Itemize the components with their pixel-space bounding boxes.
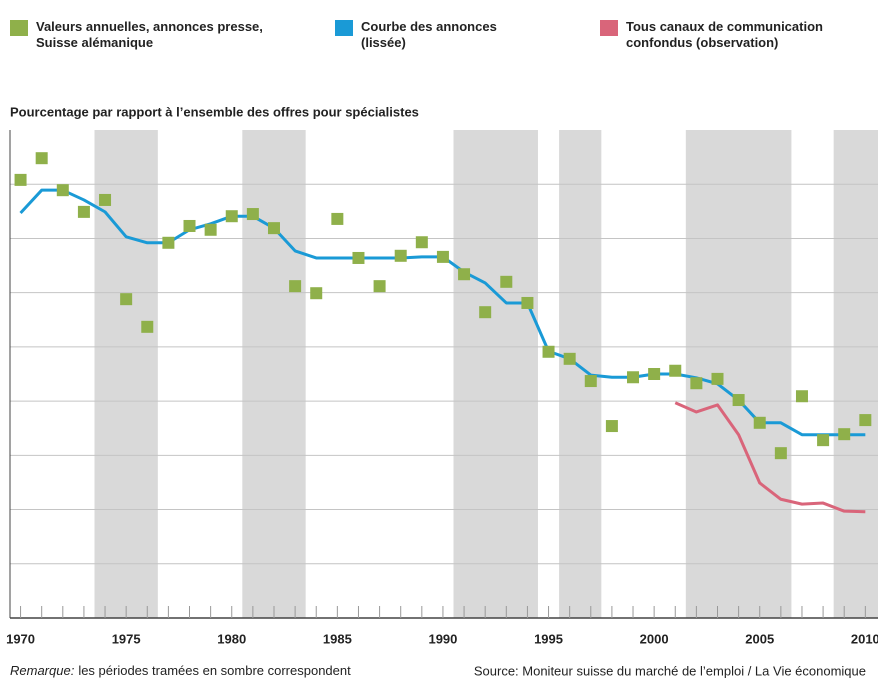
shaded-period [453,130,538,618]
scatter-point [352,251,365,264]
x-tick-label: 1980 [217,631,246,646]
x-tick-label: 2005 [745,631,774,646]
x-tick-label: 2000 [640,631,669,646]
source: Source: Moniteur suisse du marché de l’e… [474,663,866,678]
scatter-point [331,212,344,225]
x-tick-label: 1975 [112,631,141,646]
scatter-point [711,372,724,385]
scatter-point [436,250,449,263]
scatter-point [479,306,492,319]
shaded-period [685,130,792,618]
note: Remarque: les périodes tramées en sombre … [10,663,351,678]
x-tick-label: 1995 [534,631,563,646]
shaded-period [559,130,602,618]
scatter-point [521,296,534,309]
scatter-point [669,364,682,377]
scatter-point [795,390,808,403]
scatter-point [605,420,618,433]
scatter-point [859,414,872,427]
legend-swatch [335,20,353,36]
legend-label: Tous canaux de communication confondus (… [626,19,823,50]
scatter-point [267,222,280,235]
scatter-point [817,434,830,447]
scatter-point [310,287,323,300]
scatter-point [120,293,133,306]
scatter-point [500,275,513,288]
note-text: les périodes tramées en sombre correspon… [78,663,351,678]
scatter-point [753,416,766,429]
x-tick-label: 1985 [323,631,352,646]
scatter-point [584,375,597,388]
legend-label: Courbe des annonces (lissée) [361,19,497,50]
shaded-period [242,130,306,618]
x-tick-label: 1970 [6,631,35,646]
scatter-point [415,236,428,249]
scatter-point [648,368,661,380]
scatter-point [732,394,745,407]
scatter-point [56,184,69,197]
scatter-point [99,193,112,206]
series-line [674,401,866,514]
scatter-point [162,236,175,249]
scatter-point [838,428,851,441]
scatter-point [141,320,154,333]
scatter-point [289,280,302,293]
scatter-point [225,210,238,223]
x-tick-label: 2010 [851,631,878,646]
legend-swatch [10,20,28,36]
scatter-point [204,223,217,236]
legend-label: Valeurs annuelles, annonces presse, Suis… [36,19,263,50]
scatter-point [246,208,259,221]
scatter-point [627,371,640,384]
scatter-point [774,447,787,460]
scatter-point [542,345,555,358]
legend-swatch [600,20,618,36]
scatter-point [35,152,48,165]
scatter-point [690,377,703,390]
scatter-point [563,352,576,365]
scatter-point [77,205,90,218]
scatter-point [458,268,471,281]
x-tick-label: 1990 [428,631,457,646]
scatter-point [14,173,27,186]
scatter-point [183,219,196,232]
chart-subtitle: Pourcentage par rapport à l’ensemble des… [10,104,419,119]
note-label: Remarque: [10,663,75,678]
scatter-point [373,280,386,293]
shaded-period [833,130,878,618]
scatter-point [394,249,407,262]
